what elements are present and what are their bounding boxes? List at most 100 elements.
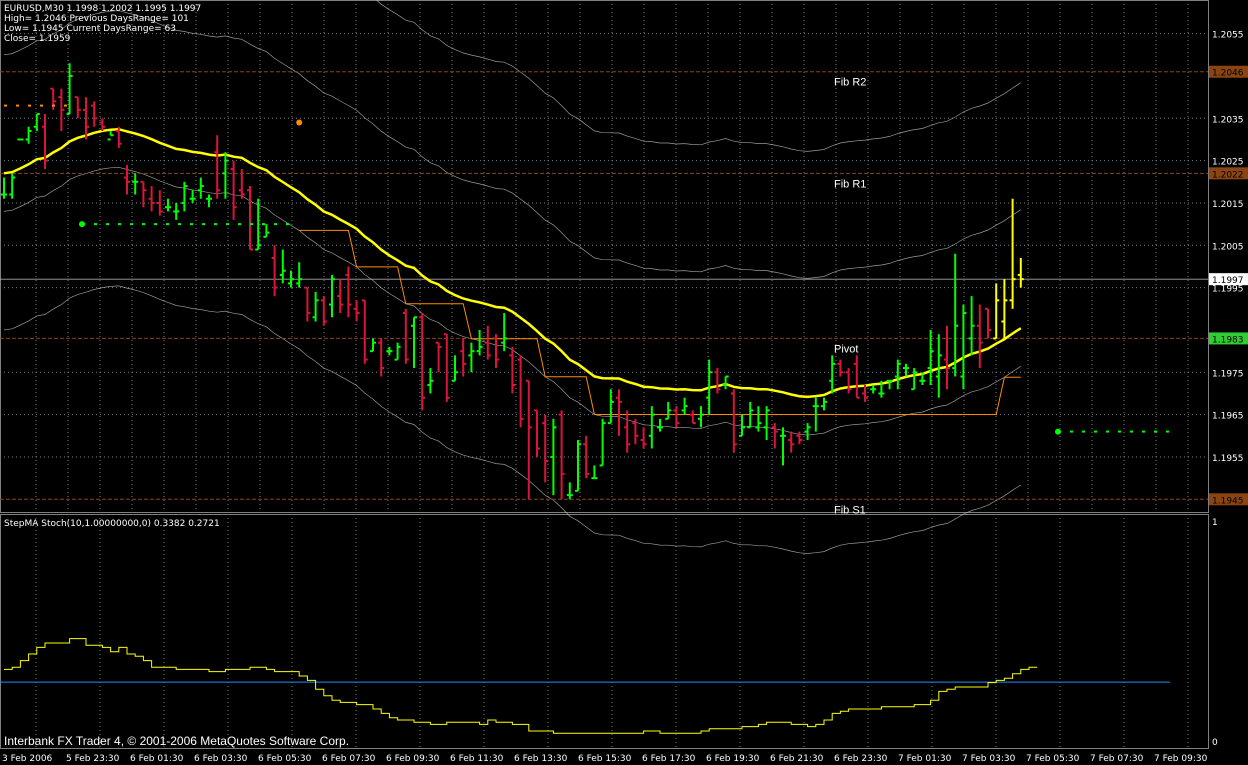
ohlc-bar [337,279,344,314]
axes: 1.20551.20351.20251.20151.20051.19951.19… [2,31,1248,764]
ohlc-bar [271,245,278,297]
price-tick-label: 1.2055 [1212,31,1244,41]
ohlc-bar [402,308,409,364]
support-marker [1154,430,1157,433]
ohlc-bar [812,397,819,432]
ohlc-bar [501,313,508,352]
support-marker [118,223,121,226]
support-start-dot [1055,428,1061,435]
low-info: Low= 1.1945 Current DaysRange= 63 [4,24,176,34]
level-name-label: Fib R2 [834,77,866,89]
ohlc-bar [25,126,32,144]
ohlc-bar [419,313,426,411]
time-tick-label: 6 Feb 17:30 [642,754,696,764]
ohlc-bar [214,135,221,199]
ohlc-bar [288,270,294,288]
ohlc-bar [673,406,680,428]
ohlc-bar [903,363,909,377]
ohlc-bar [329,274,335,318]
time-tick-label: 7 Feb 03:30 [962,754,1016,764]
ohlc-bar [829,355,836,394]
time-tick-label: 6 Feb 13:30 [514,754,568,764]
ohlc-bar [714,368,721,394]
ohlc-bar [394,342,401,361]
ohlc-bar [353,300,360,322]
ohlc-bar [681,397,688,415]
ohlc-bar [558,410,565,500]
ma-line [3,127,1022,399]
price-bars [1,63,1024,500]
ohlc-bar [755,406,762,432]
ohlc-bar [804,423,811,441]
support-marker [214,223,217,226]
ohlc-bar [509,346,516,394]
ohlc-bar [870,385,877,394]
ohlc-bar [878,380,885,398]
pivot-levels: Fib R2 Fib R1 Pivot Fib S1 [0,71,1208,516]
time-tick-label: 6 Feb 05:30 [258,754,312,764]
ohlc-bar [780,427,786,466]
bid-price-label: 1.1997 [1212,276,1244,286]
ohlc-bar [124,164,130,195]
ohlc-bar [763,406,770,441]
ohlc-bar [706,359,713,415]
time-tick-label: 7 Feb 07:30 [1090,754,1144,764]
ohlc-bar [427,368,434,394]
ohlc-bar [788,431,795,453]
level-price-box [1209,493,1248,506]
resistance-marker [16,104,19,107]
band-line [3,285,1021,554]
price-tick-label: 1.1955 [1212,454,1244,464]
ohlc-bar [968,296,975,356]
osc-line [4,638,1038,734]
support-marker [1118,430,1121,433]
support-marker [238,223,241,226]
support-marker [226,223,229,226]
ohlc-bar [566,482,573,500]
ohlc-bar [837,359,844,377]
ohlc-bar [739,414,745,437]
ohlc-bar [345,266,352,318]
support-marker [274,223,277,226]
ohlc-bar [140,180,147,208]
step-line [299,229,1021,415]
ohlc-bar [74,96,81,119]
ohlc-bar [698,406,704,428]
level-price-box [1209,167,1248,180]
ohlc-bar [91,101,98,127]
ohlc-bar [894,359,901,390]
support-marker [94,223,97,226]
level-price-label: 1.1945 [1212,496,1244,506]
ohlc-bar [156,190,163,216]
ohlc-bar [960,304,967,390]
price-tick-label: 1.2035 [1212,115,1244,125]
ohlc-bar [378,338,385,377]
support-marker [142,223,145,226]
ohlc-bar [107,131,114,141]
support-marker [1094,430,1097,433]
time-tick-label: 3 Feb 2006 [2,754,53,764]
ohlc-bar [263,224,270,238]
level-price-label: 1.1983 [1212,335,1244,345]
ohlc-bar [730,389,737,453]
ohlc-bar [361,299,368,364]
oscillator-pane-frame [0,514,1209,749]
ohlc-bar [304,286,311,322]
ohlc-bar [821,397,827,411]
support-marker [106,223,109,226]
ohlc-bar [616,389,622,436]
time-tick-label: 5 Feb 23:30 [66,754,120,764]
ohlc-bar [1009,198,1016,309]
time-tick-label: 6 Feb 23:30 [834,754,888,764]
ohlc-bar [1,177,7,199]
resistance-marker [64,104,67,107]
indicator-label: StepMA Stoch(10,1.00000000,0) 0.3382 0.2… [4,519,220,529]
support-marker [286,223,289,226]
ohlc-bar [747,401,754,429]
ohlc-bar [657,418,663,432]
price-tick-label: 1.2025 [1212,158,1244,168]
support-marker [202,223,205,226]
ohlc-bar [607,389,614,425]
level-price-label: 1.2022 [1212,170,1244,180]
